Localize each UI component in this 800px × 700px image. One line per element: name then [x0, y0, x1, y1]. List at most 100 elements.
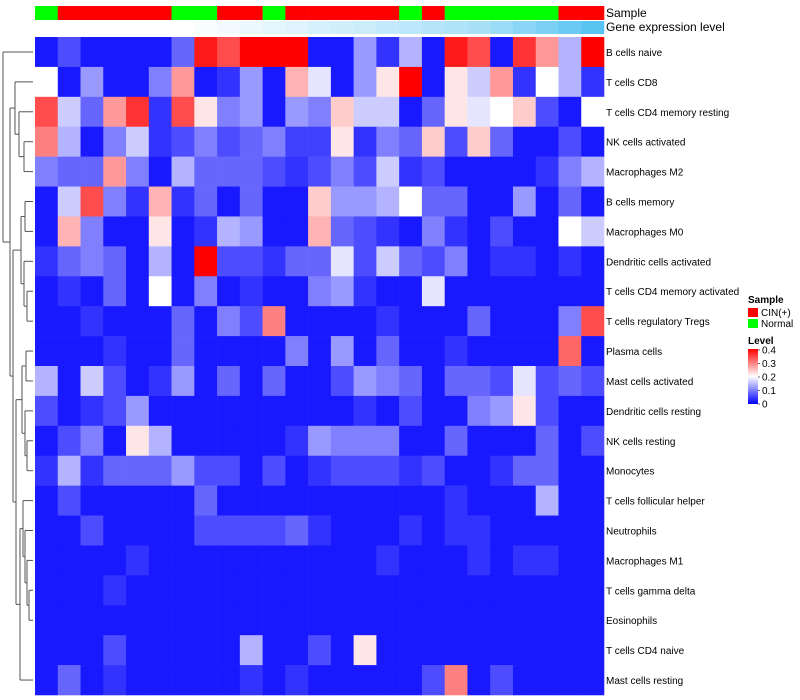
row-label: T cells follicular helper — [606, 497, 705, 508]
heatmap-cell — [103, 96, 127, 128]
expression-annotation-cell — [126, 21, 150, 34]
heatmap-cell — [376, 306, 400, 337]
heatmap-cell — [330, 306, 354, 337]
sample-annotation-cell — [103, 6, 127, 20]
heatmap-cell — [103, 156, 127, 187]
heatmap-cell — [376, 515, 400, 546]
row-label: Mast cells activated — [606, 377, 693, 388]
heatmap-cell — [353, 425, 377, 457]
heatmap-cell — [581, 156, 605, 187]
heatmap-cell — [103, 545, 127, 576]
sample-annotation-cell — [444, 6, 468, 20]
expression-annotation-cell — [330, 21, 354, 34]
heatmap-cell — [308, 515, 332, 546]
heatmap-cell — [467, 515, 491, 546]
expression-annotation-cell — [512, 21, 537, 34]
heatmap-cell — [558, 306, 582, 337]
heatmap-cell — [239, 605, 263, 636]
heatmap-cell — [148, 276, 172, 307]
heatmap-cell — [194, 575, 218, 606]
heatmap-cell — [330, 665, 354, 696]
sample-annotation-cell — [512, 6, 537, 20]
heatmap-cell — [126, 186, 150, 217]
heatmap-cell — [399, 605, 423, 636]
heatmap-cell — [353, 37, 377, 68]
sample-annotation-cell — [376, 6, 400, 20]
heatmap-cell — [194, 515, 218, 546]
heatmap-cell — [467, 575, 491, 606]
heatmap-cell — [103, 306, 127, 337]
heatmap-cell — [444, 545, 468, 576]
heatmap-cell — [376, 575, 400, 606]
heatmap-cell — [285, 425, 309, 457]
heatmap-cell — [535, 515, 559, 546]
heatmap-cell — [35, 336, 59, 367]
heatmap-cell — [80, 665, 104, 696]
heatmap-cell — [262, 515, 286, 546]
heatmap-cell — [308, 605, 332, 636]
heatmap-cell — [35, 216, 59, 247]
heatmap-cell — [376, 37, 400, 68]
sample-annotation-cell — [217, 6, 241, 20]
heatmap-cell — [376, 635, 400, 666]
heatmap-cell — [353, 635, 377, 666]
heatmap-cell — [444, 575, 468, 606]
heatmap-cell — [80, 96, 104, 128]
heatmap-cell — [308, 66, 332, 98]
heatmap-cell — [490, 665, 514, 696]
heatmap-cell — [467, 366, 491, 397]
heatmap-cell — [126, 545, 150, 576]
heatmap-cell — [330, 276, 354, 307]
heatmap-cell — [330, 425, 354, 457]
sample-annotation-cell — [80, 6, 104, 20]
heatmap-cell — [262, 37, 286, 68]
heatmap-cell — [535, 366, 559, 397]
heatmap-cell — [421, 575, 445, 606]
heatmap-cell — [194, 665, 218, 696]
heatmap-cell — [285, 485, 309, 516]
heatmap-cell — [353, 605, 377, 636]
row-label: Plasma cells — [606, 347, 662, 358]
legend-tick-label: 0 — [762, 400, 768, 411]
heatmap-cell — [171, 515, 195, 546]
expression-annotation-cell — [194, 21, 218, 34]
heatmap-cell — [80, 37, 104, 68]
heatmap-cell — [80, 336, 104, 367]
row-label: Dendritic cells activated — [606, 257, 711, 268]
heatmap-cell — [57, 366, 81, 397]
heatmap-cell — [512, 665, 537, 696]
heatmap-cell — [467, 246, 491, 277]
heatmap-cell — [399, 96, 423, 128]
heatmap-cell — [103, 425, 127, 457]
heatmap-cell — [148, 605, 172, 636]
sample-annotation-cell — [35, 6, 59, 20]
heatmap-cell — [558, 635, 582, 666]
heatmap-cell — [103, 455, 127, 486]
heatmap-cell — [194, 216, 218, 247]
heatmap-cell — [490, 605, 514, 636]
heatmap-cell — [171, 37, 195, 68]
heatmap-cell — [103, 515, 127, 546]
heatmap-cell — [581, 306, 605, 337]
sample-annotation-cell — [399, 6, 423, 20]
heatmap-cell — [581, 336, 605, 367]
heatmap-cell — [308, 37, 332, 68]
heatmap-cell — [421, 635, 445, 666]
heatmap-cell — [262, 665, 286, 696]
row-label: Macrophages M0 — [606, 227, 684, 238]
heatmap-cell — [57, 37, 81, 68]
heatmap-cell — [535, 66, 559, 98]
heatmap-cell — [262, 575, 286, 606]
heatmap-cell — [535, 156, 559, 187]
heatmap-cell — [444, 216, 468, 247]
heatmap-cell — [581, 455, 605, 486]
annotation-label-sample: Sample — [606, 6, 647, 20]
heatmap-cell — [148, 306, 172, 337]
heatmap-cell — [217, 126, 241, 157]
heatmap-cell — [80, 246, 104, 277]
heatmap-cell — [467, 126, 491, 157]
legend-tick-label: 0.2 — [762, 373, 776, 384]
heatmap-cell — [376, 455, 400, 486]
heatmap-cell — [194, 455, 218, 486]
heatmap-cell — [535, 276, 559, 307]
